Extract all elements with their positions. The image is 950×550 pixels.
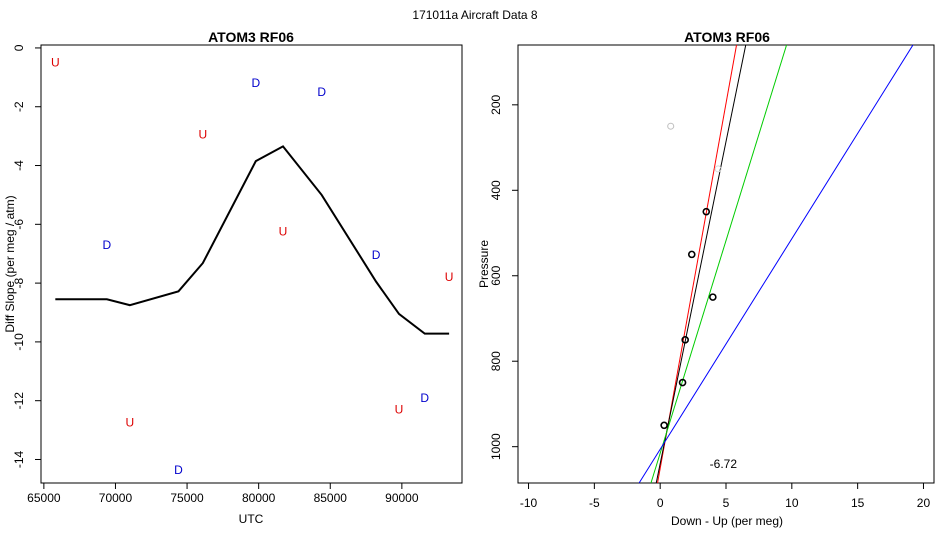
right-chart-title: ATOM3 RF06 [684,29,770,45]
left-y-axis-label: Diff Slope (per meg / atm) [3,195,17,332]
right-data-point [687,250,696,259]
left-series-line [55,145,450,335]
right-x-tick-label: 10 [785,496,799,510]
right-chart: ATOM3 RF06 Down - Up (per meg) Pressure … [477,29,935,528]
left-x-tick-label: 65000 [27,491,61,505]
left-marker-u: U [51,56,60,70]
left-y-tick-label: -12 [12,392,26,410]
left-marker-u: U [445,270,454,284]
left-marker-u: U [279,225,288,239]
left-marker-u: U [198,128,207,142]
right-y-tick-label: 1000 [489,433,503,460]
left-y-tick-label: 0 [12,44,26,51]
figure-title: 171011a Aircraft Data 8 [412,8,538,22]
left-markers: U D U D U D U D D U D U [51,56,453,477]
right-annotation: -6.72 [710,457,738,471]
right-data-point [709,293,717,301]
right-x-tick-label: 20 [917,496,931,510]
right-y-tick-label: 800 [489,351,503,371]
right-fit-lines [638,44,914,484]
right-y-tick-label: 200 [489,94,503,114]
left-chart-title: ATOM3 RF06 [208,29,294,45]
left-marker-u: U [395,403,404,417]
left-plot-frame [40,44,463,484]
left-marker-d: D [251,76,260,90]
left-x-tick-label: 90000 [385,491,419,505]
right-data-point [714,165,722,173]
left-x-axis-label: UTC [239,512,264,526]
left-y-axis: 0 -2 -4 -6 -8 -10 -12 -14 [12,44,41,468]
right-x-tick-label: -5 [589,496,600,510]
left-marker-d: D [420,391,429,405]
right-x-tick-label: 15 [851,496,865,510]
left-y-tick-label: -14 [12,450,26,468]
right-y-axis-label: Pressure [477,240,491,288]
left-marker-d: D [317,85,326,99]
left-x-tick-label: 75000 [170,491,204,505]
left-y-tick-label: -6 [12,219,26,230]
left-y-tick-label: -2 [12,101,26,112]
left-y-tick-label: -10 [12,333,26,351]
left-marker-d: D [174,463,183,477]
right-x-tick-label: 0 [657,496,664,510]
left-chart: ATOM3 RF06 UTC Diff Slope (per meg / atm… [3,29,463,526]
left-x-tick-label: 80000 [242,491,276,505]
right-data-point [667,122,675,130]
right-points [660,122,722,430]
right-data-point [681,336,689,344]
left-x-axis: 65000 70000 75000 80000 85000 90000 [27,483,419,505]
left-series [55,145,450,335]
right-fit-line-1 [655,44,747,484]
right-fit-line-3 [638,44,914,484]
left-x-tick-label: 85000 [314,491,348,505]
right-x-axis-label: Down - Up (per meg) [671,514,783,528]
left-marker-d: D [372,248,381,262]
right-data-point [678,378,687,387]
right-x-axis: -10 -5 0 5 10 15 20 [520,483,931,510]
right-data-point [702,207,711,216]
right-y-tick-label: 400 [489,180,503,200]
right-data-point [660,421,668,430]
left-marker-u: U [125,416,134,430]
right-y-tick-label: 600 [489,265,503,285]
right-fit-line-2 [650,44,788,484]
right-y-axis: 200 400 600 800 1000 [489,94,518,460]
left-y-tick-label: -8 [12,277,26,288]
right-x-tick-label: -10 [520,496,538,510]
left-x-tick-label: 70000 [99,491,133,505]
left-y-tick-label: -4 [12,160,26,171]
right-x-tick-label: 5 [723,496,730,510]
left-marker-d: D [103,238,112,252]
